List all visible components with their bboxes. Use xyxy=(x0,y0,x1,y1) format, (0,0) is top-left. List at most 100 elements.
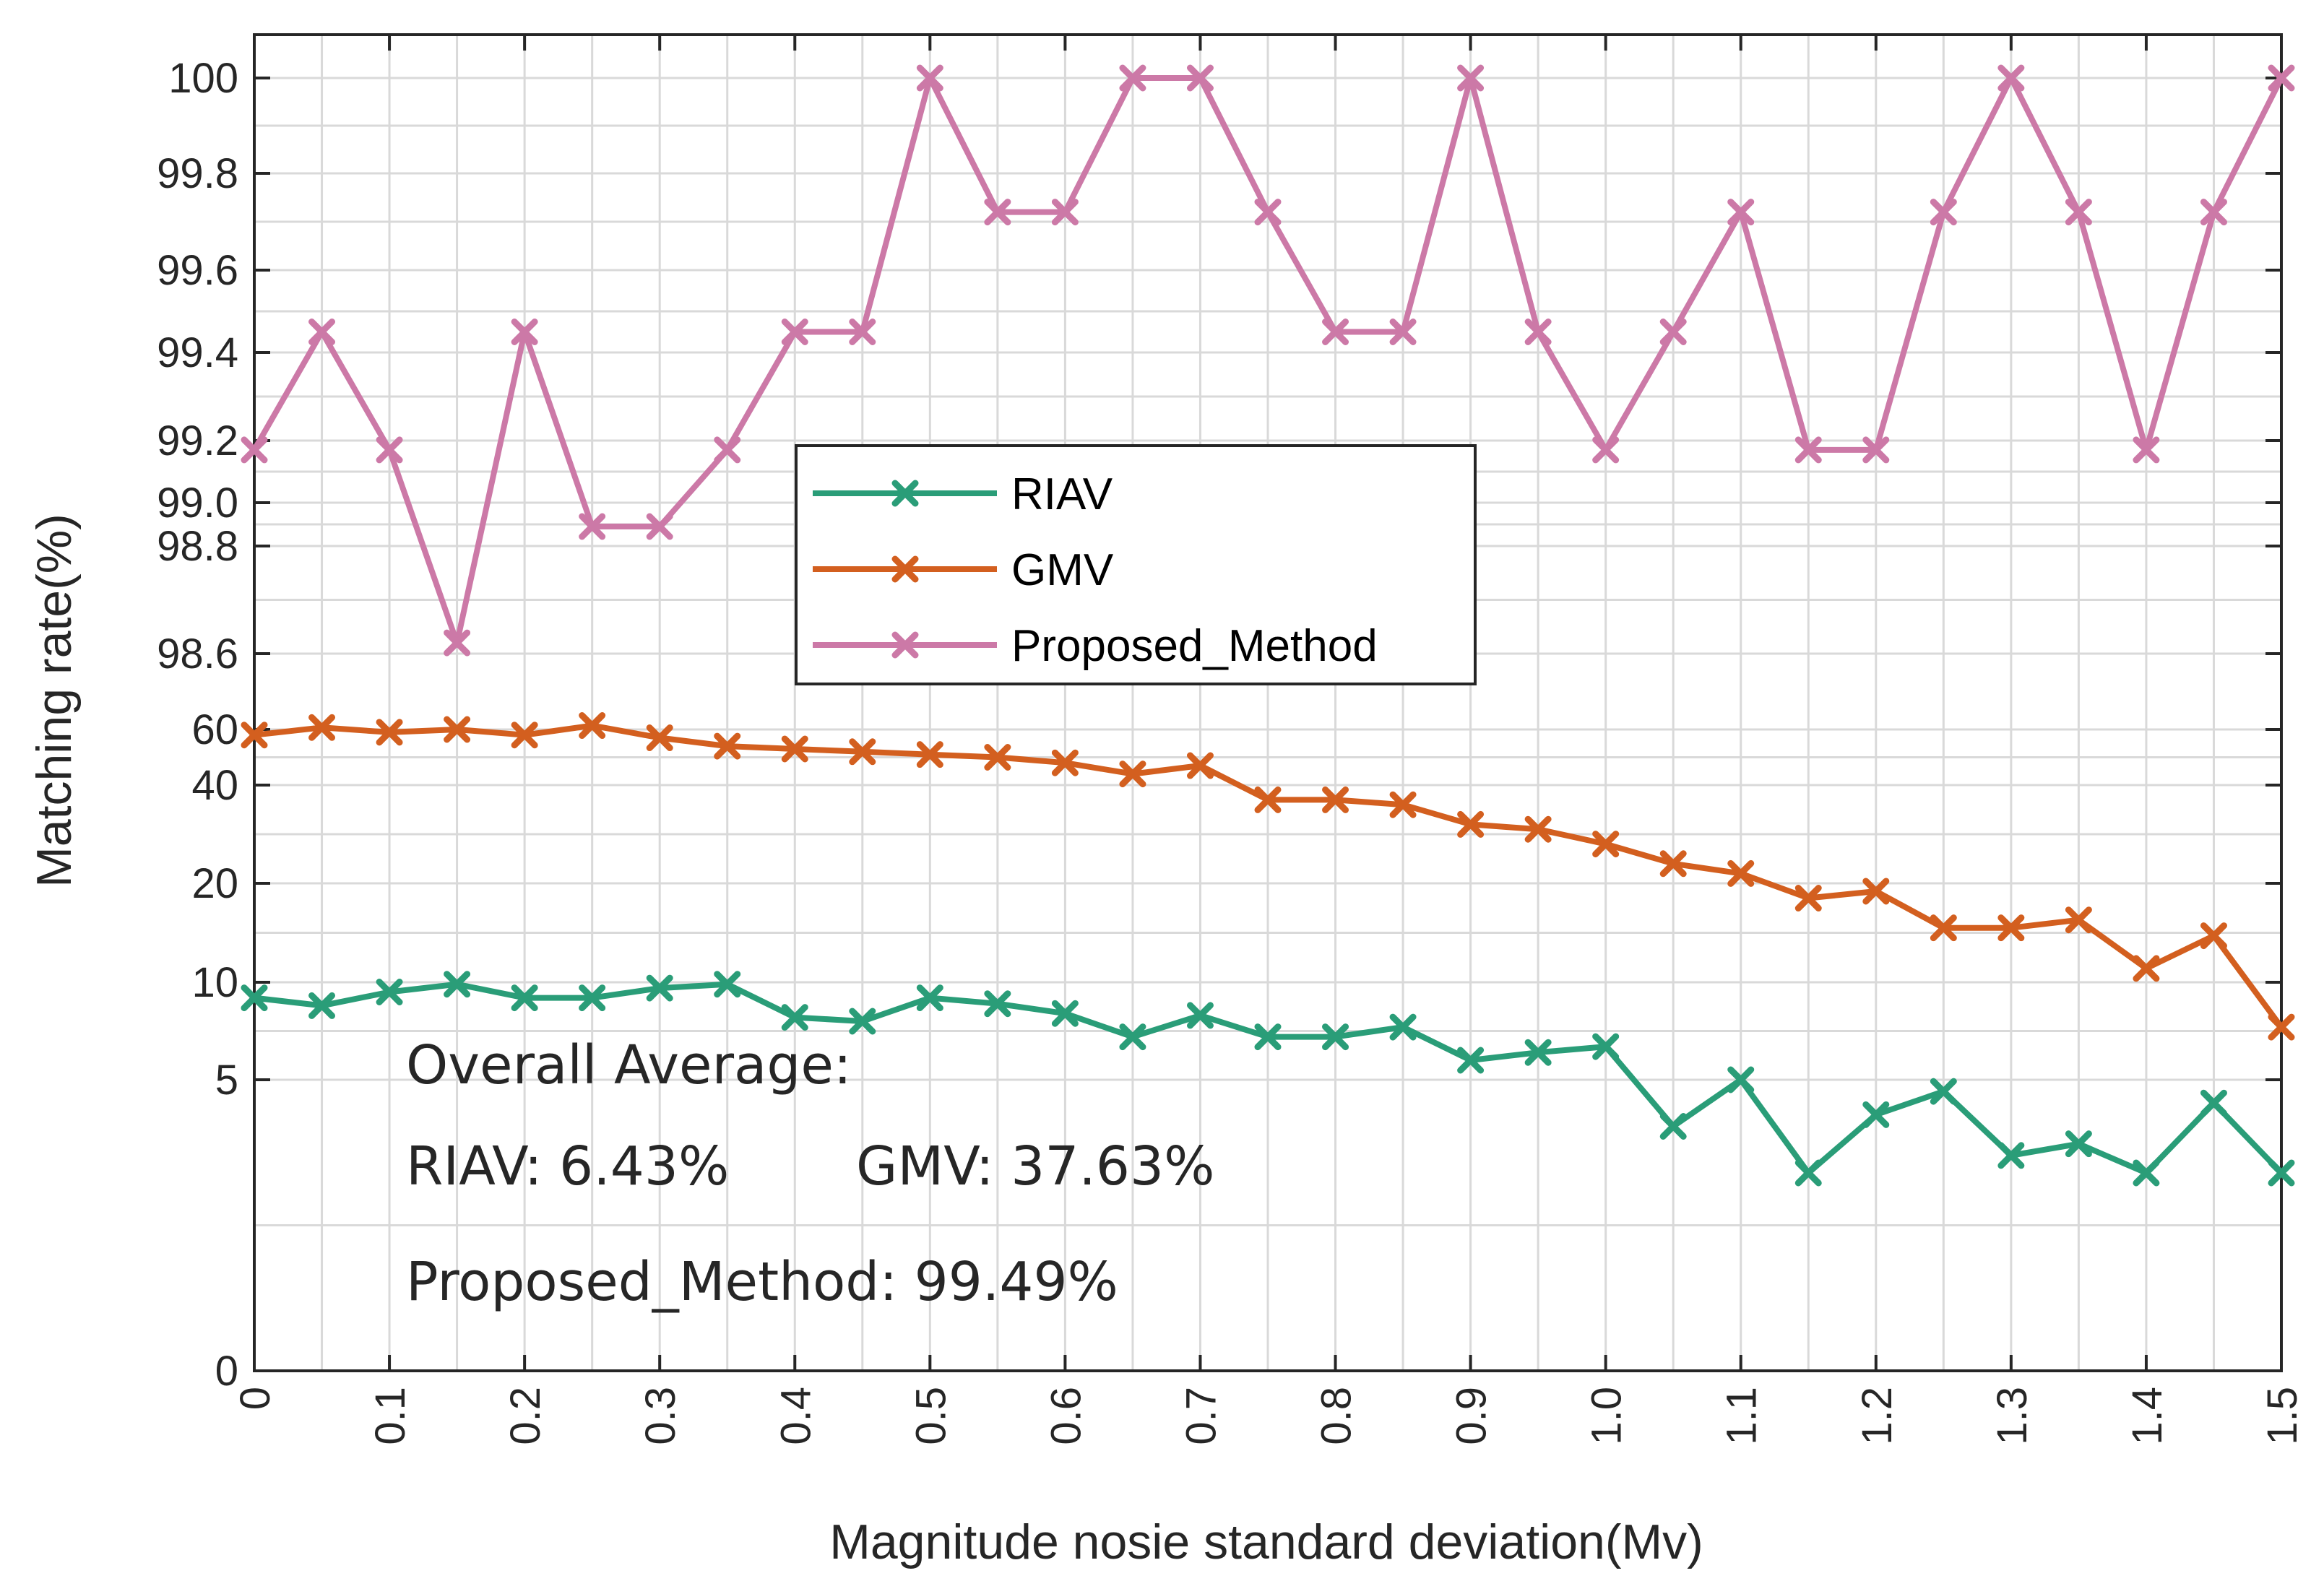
data-point-gmv xyxy=(1592,831,1620,858)
data-point-proposed-method xyxy=(1524,319,1552,345)
series-riav xyxy=(241,971,2295,1187)
data-point-proposed-method xyxy=(1051,199,1079,226)
y-tick-label: 99.8 xyxy=(157,150,238,197)
y-tick-label: 99.2 xyxy=(157,417,238,464)
x-tick-label: 1.2 xyxy=(1854,1387,1901,1445)
data-point-riav xyxy=(1930,1078,1957,1105)
data-point-proposed-method xyxy=(511,319,538,345)
data-point-riav xyxy=(511,984,538,1012)
data-point-riav xyxy=(781,1004,808,1031)
y-tick-label: 10 xyxy=(191,959,238,1006)
data-point-riav xyxy=(1727,1066,1755,1093)
tick-labels: 0 0.1 0.2 0.3 0.4 0.5 0.6 0.7 0.8 0.9 1.0 1.1 1.2 1.3… xyxy=(157,55,2306,1445)
data-point-gmv xyxy=(1997,914,2025,942)
data-point-proposed-method xyxy=(781,319,808,345)
data-point-gmv xyxy=(1051,749,1079,776)
data-point-proposed-method xyxy=(1659,319,1687,345)
data-point-riav xyxy=(1659,1112,1687,1140)
data-point-proposed-method xyxy=(579,513,606,540)
data-point-gmv xyxy=(308,714,336,741)
data-point-gmv xyxy=(444,716,471,743)
data-point-gmv xyxy=(781,735,808,763)
annotation-proposed: Proposed_Method: 99.49% xyxy=(406,1251,1118,1313)
y-tick-label: 99.0 xyxy=(157,480,238,527)
data-point-proposed-method xyxy=(1592,436,1620,464)
x-tick-label: 1.0 xyxy=(1584,1387,1630,1445)
data-point-proposed-method xyxy=(1457,64,1485,92)
data-point-proposed-method xyxy=(1794,436,1822,464)
data-point-riav xyxy=(1794,1159,1822,1187)
annotation-riav: RIAV: 6.43% xyxy=(406,1135,729,1197)
data-point-riav xyxy=(579,984,606,1012)
x-tick-label: 1.5 xyxy=(2259,1387,2306,1445)
x-tick-label: 0.1 xyxy=(367,1387,414,1445)
legend-marker-gmv xyxy=(891,555,919,583)
annotation-gmv: GMV: 37.63% xyxy=(856,1135,1214,1197)
data-point-riav xyxy=(1119,1023,1146,1051)
data-point-proposed-method xyxy=(2133,436,2160,464)
x-tick-label: 1.3 xyxy=(1989,1387,2036,1445)
data-point-gmv xyxy=(241,722,268,749)
data-point-riav xyxy=(916,984,943,1012)
y-tick-label: 60 xyxy=(191,706,238,753)
data-point-gmv xyxy=(1862,878,1890,905)
data-point-riav xyxy=(849,1008,876,1035)
data-point-riav xyxy=(2133,1159,2160,1187)
data-point-proposed-method xyxy=(916,64,943,92)
y-tick-label: 98.6 xyxy=(157,631,238,677)
y-tick-label: 99.6 xyxy=(157,247,238,294)
data-point-riav xyxy=(1862,1101,1890,1128)
data-point-gmv xyxy=(849,738,876,766)
data-point-riav xyxy=(1389,1013,1417,1041)
legend: RIAV GMV Proposed_Method xyxy=(795,444,1477,685)
data-point-gmv xyxy=(984,744,1011,771)
data-point-proposed-method xyxy=(1186,64,1214,92)
series-gmv xyxy=(241,712,2295,1041)
data-point-proposed-method xyxy=(2065,199,2092,226)
data-point-gmv xyxy=(1524,815,1552,843)
x-tick-label: 0.9 xyxy=(1448,1387,1495,1445)
data-point-riav xyxy=(376,979,403,1005)
data-point-proposed-method xyxy=(1862,436,1890,464)
data-point-gmv xyxy=(1322,786,1349,813)
series-proposed-method xyxy=(241,64,2295,657)
data-point-riav xyxy=(1457,1047,1485,1074)
data-point-gmv xyxy=(646,724,673,752)
legend-label-gmv: GMV xyxy=(1011,545,1114,595)
data-point-gmv xyxy=(1254,786,1282,813)
y-tick-label: 20 xyxy=(191,860,238,907)
data-point-gmv xyxy=(2133,955,2160,982)
data-point-gmv xyxy=(1794,885,1822,912)
data-point-gmv xyxy=(1119,761,1146,788)
y-tick-label: 99.4 xyxy=(157,329,238,376)
data-point-gmv xyxy=(1186,752,1214,779)
data-point-riav xyxy=(1254,1023,1282,1051)
data-point-riav xyxy=(1186,1002,1214,1029)
plot-frame xyxy=(253,33,2283,1372)
data-point-proposed-method xyxy=(849,319,876,345)
x-axis-title: Magnitude nosie standard deviation(Mv) xyxy=(829,1515,1703,1569)
y-tick-label: 5 xyxy=(215,1057,238,1104)
data-point-riav xyxy=(444,971,471,998)
x-tick-label: 1.4 xyxy=(2124,1387,2171,1445)
x-tick-label: 0.6 xyxy=(1042,1387,1089,1445)
data-point-proposed-method xyxy=(1322,319,1349,345)
data-point-riav xyxy=(2200,1089,2227,1117)
y-axis-title: Matching rate(%) xyxy=(27,514,82,888)
data-point-gmv xyxy=(511,722,538,749)
data-point-riav xyxy=(1322,1023,1349,1051)
data-point-proposed-method xyxy=(984,199,1011,226)
data-point-proposed-method xyxy=(1997,64,2025,92)
data-point-proposed-method xyxy=(308,319,336,345)
data-point-riav xyxy=(1524,1039,1552,1066)
overall-average-annotation: Overall Average: RIAV: 6.43% GMV: 37.63%… xyxy=(406,1034,1214,1313)
data-point-proposed-method xyxy=(1119,64,1146,92)
legend-label-riav: RIAV xyxy=(1011,469,1113,519)
x-tick-label: 0.2 xyxy=(502,1387,549,1445)
data-point-proposed-method xyxy=(2268,64,2295,92)
data-point-proposed-method xyxy=(1930,199,1957,226)
data-point-proposed-method xyxy=(1389,319,1417,345)
data-point-gmv xyxy=(2200,922,2227,950)
data-point-riav xyxy=(1051,1000,1079,1027)
data-point-riav xyxy=(1592,1033,1620,1060)
